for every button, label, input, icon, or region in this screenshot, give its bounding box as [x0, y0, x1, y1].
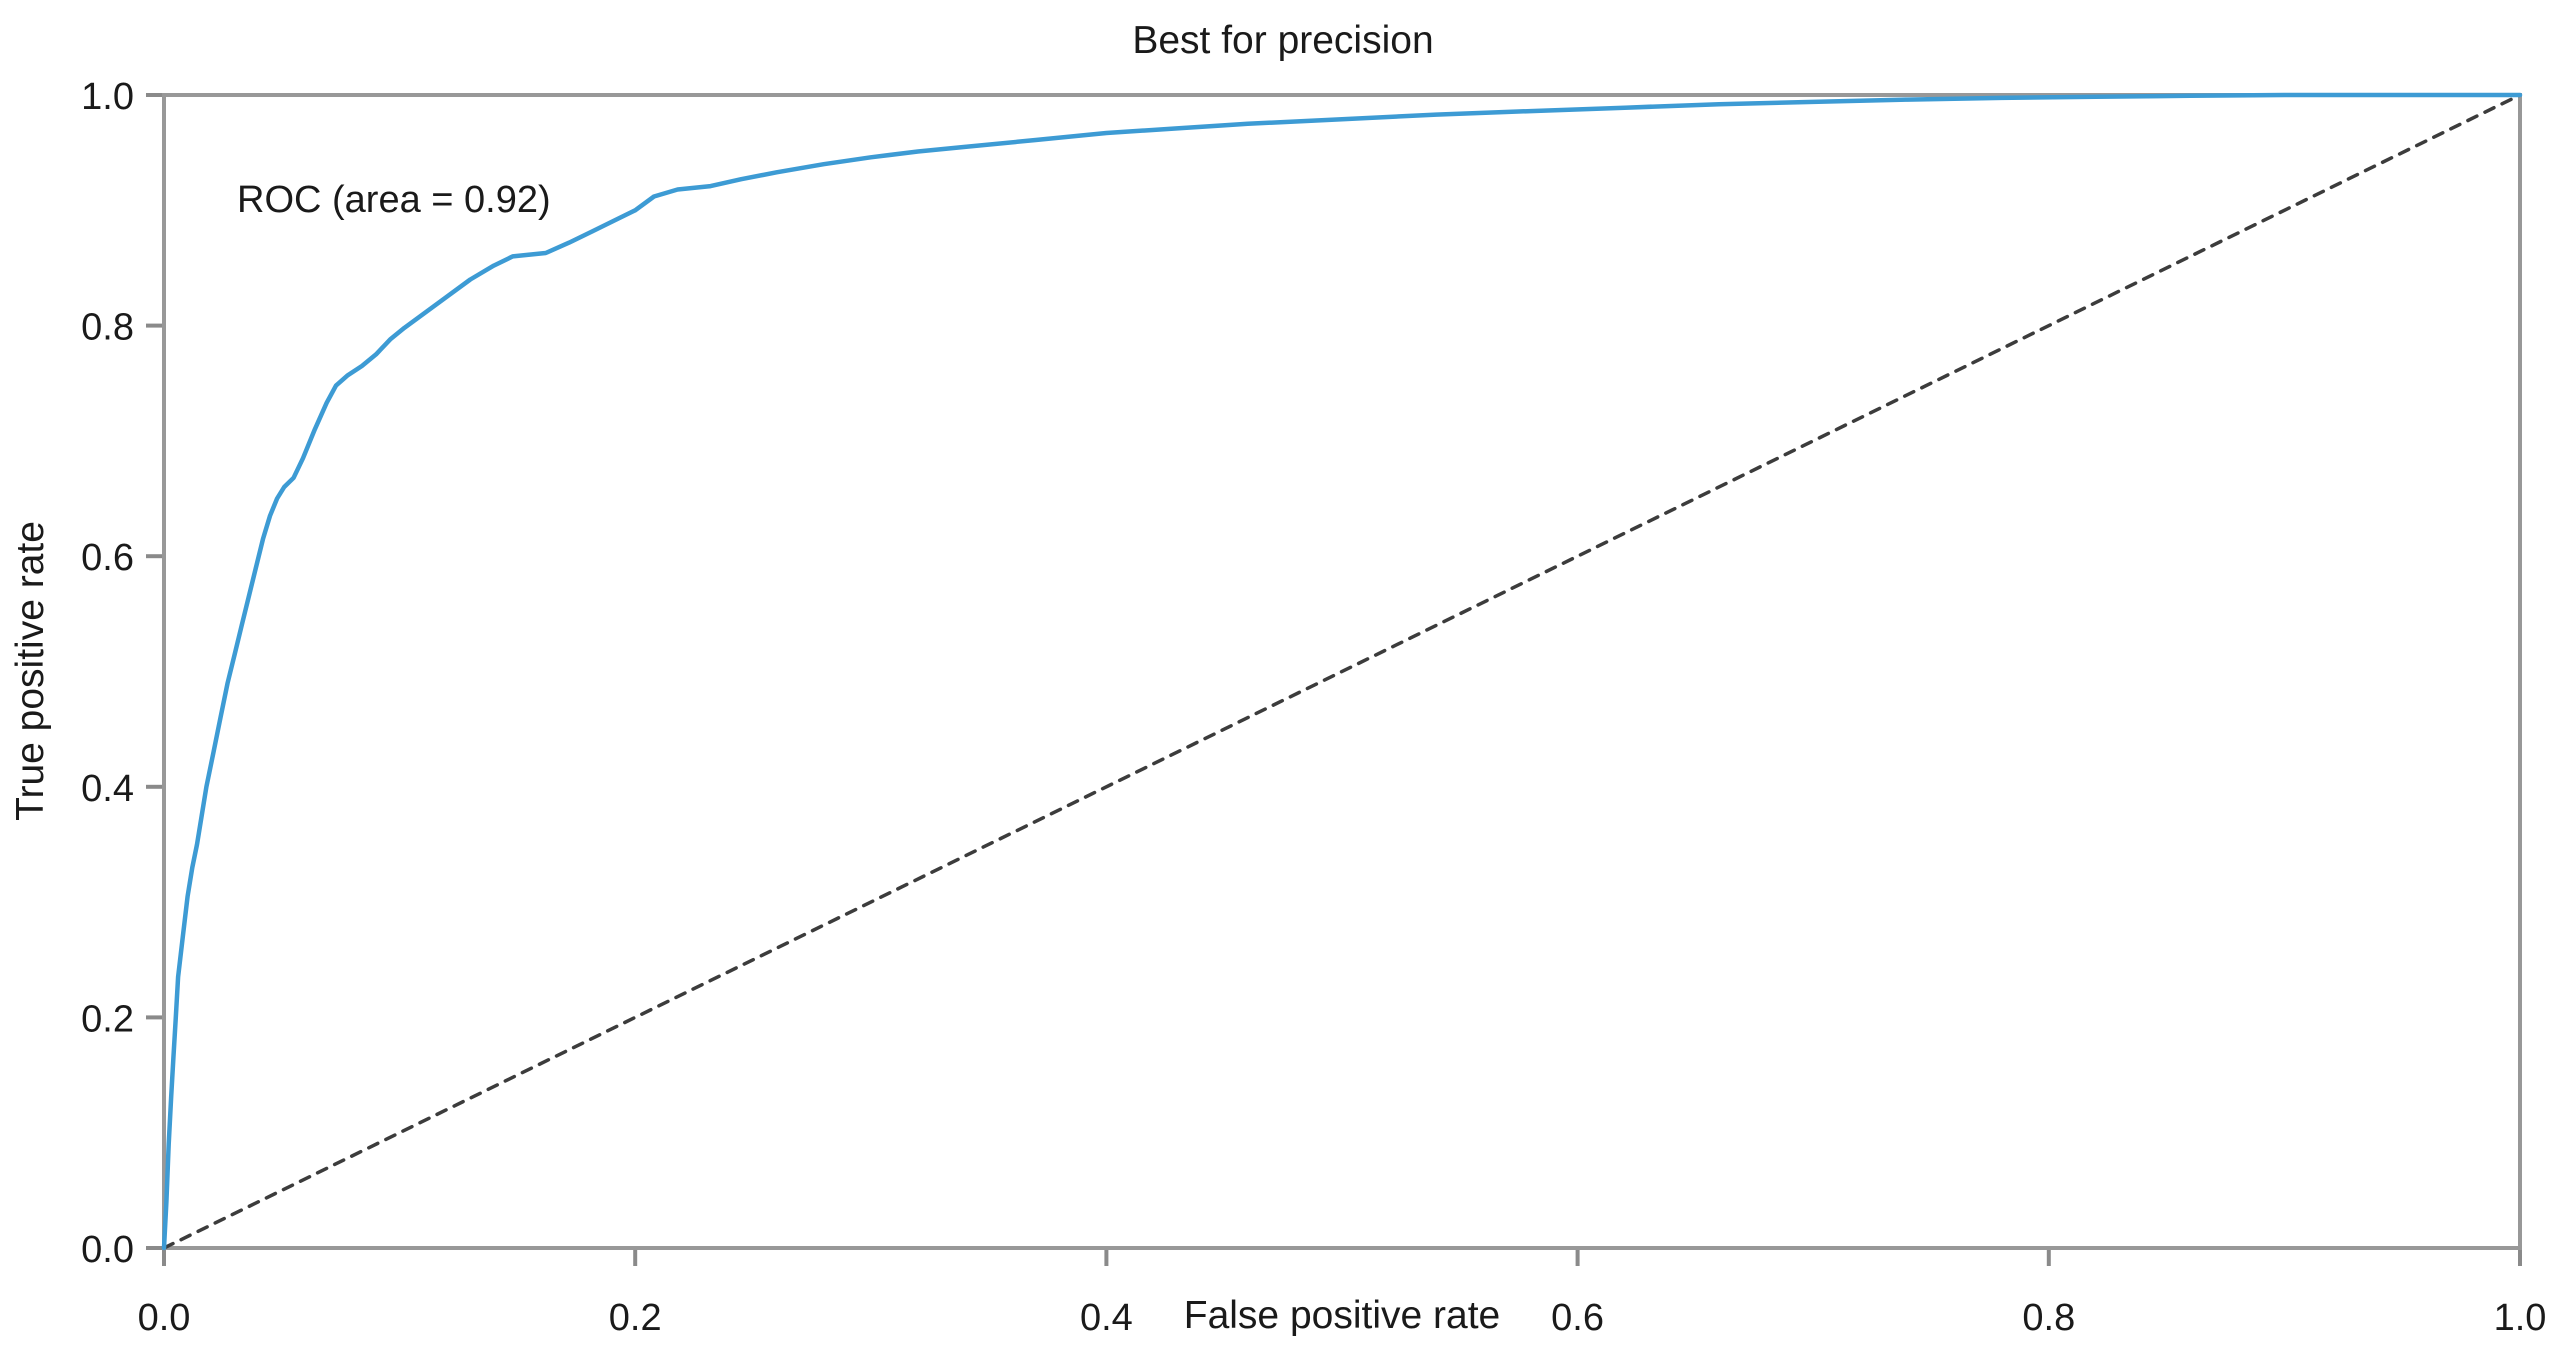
plot-frame [162, 93, 2522, 1250]
roc-curve-line [161, 92, 2523, 1251]
y-tick-label: 1.0 [81, 76, 134, 118]
roc-area-annotation: ROC (area = 0.92) [237, 179, 551, 221]
x-tick-label: 0.0 [138, 1297, 191, 1339]
x-tick-label: 0.6 [1551, 1297, 1604, 1339]
y-axis-label: True positive rate [9, 521, 52, 821]
x-tick-label: 1.0 [2494, 1297, 2547, 1339]
y-tick-label: 0.0 [81, 1229, 134, 1271]
x-tick-label: 0.4 [1080, 1297, 1133, 1339]
y-tick-label: 0.8 [81, 307, 134, 349]
x-axis-label: False positive rate [1184, 1294, 1500, 1337]
x-tick-label: 0.8 [2022, 1297, 2075, 1339]
x-tick-label: 0.2 [609, 1297, 662, 1339]
y-tick-label: 0.2 [81, 998, 134, 1040]
chart-title: Best for precision [1132, 19, 1433, 62]
y-tick-label: 0.4 [81, 768, 134, 810]
y-tick-label: 0.6 [81, 537, 134, 579]
chance-diagonal-line [162, 93, 2522, 1250]
